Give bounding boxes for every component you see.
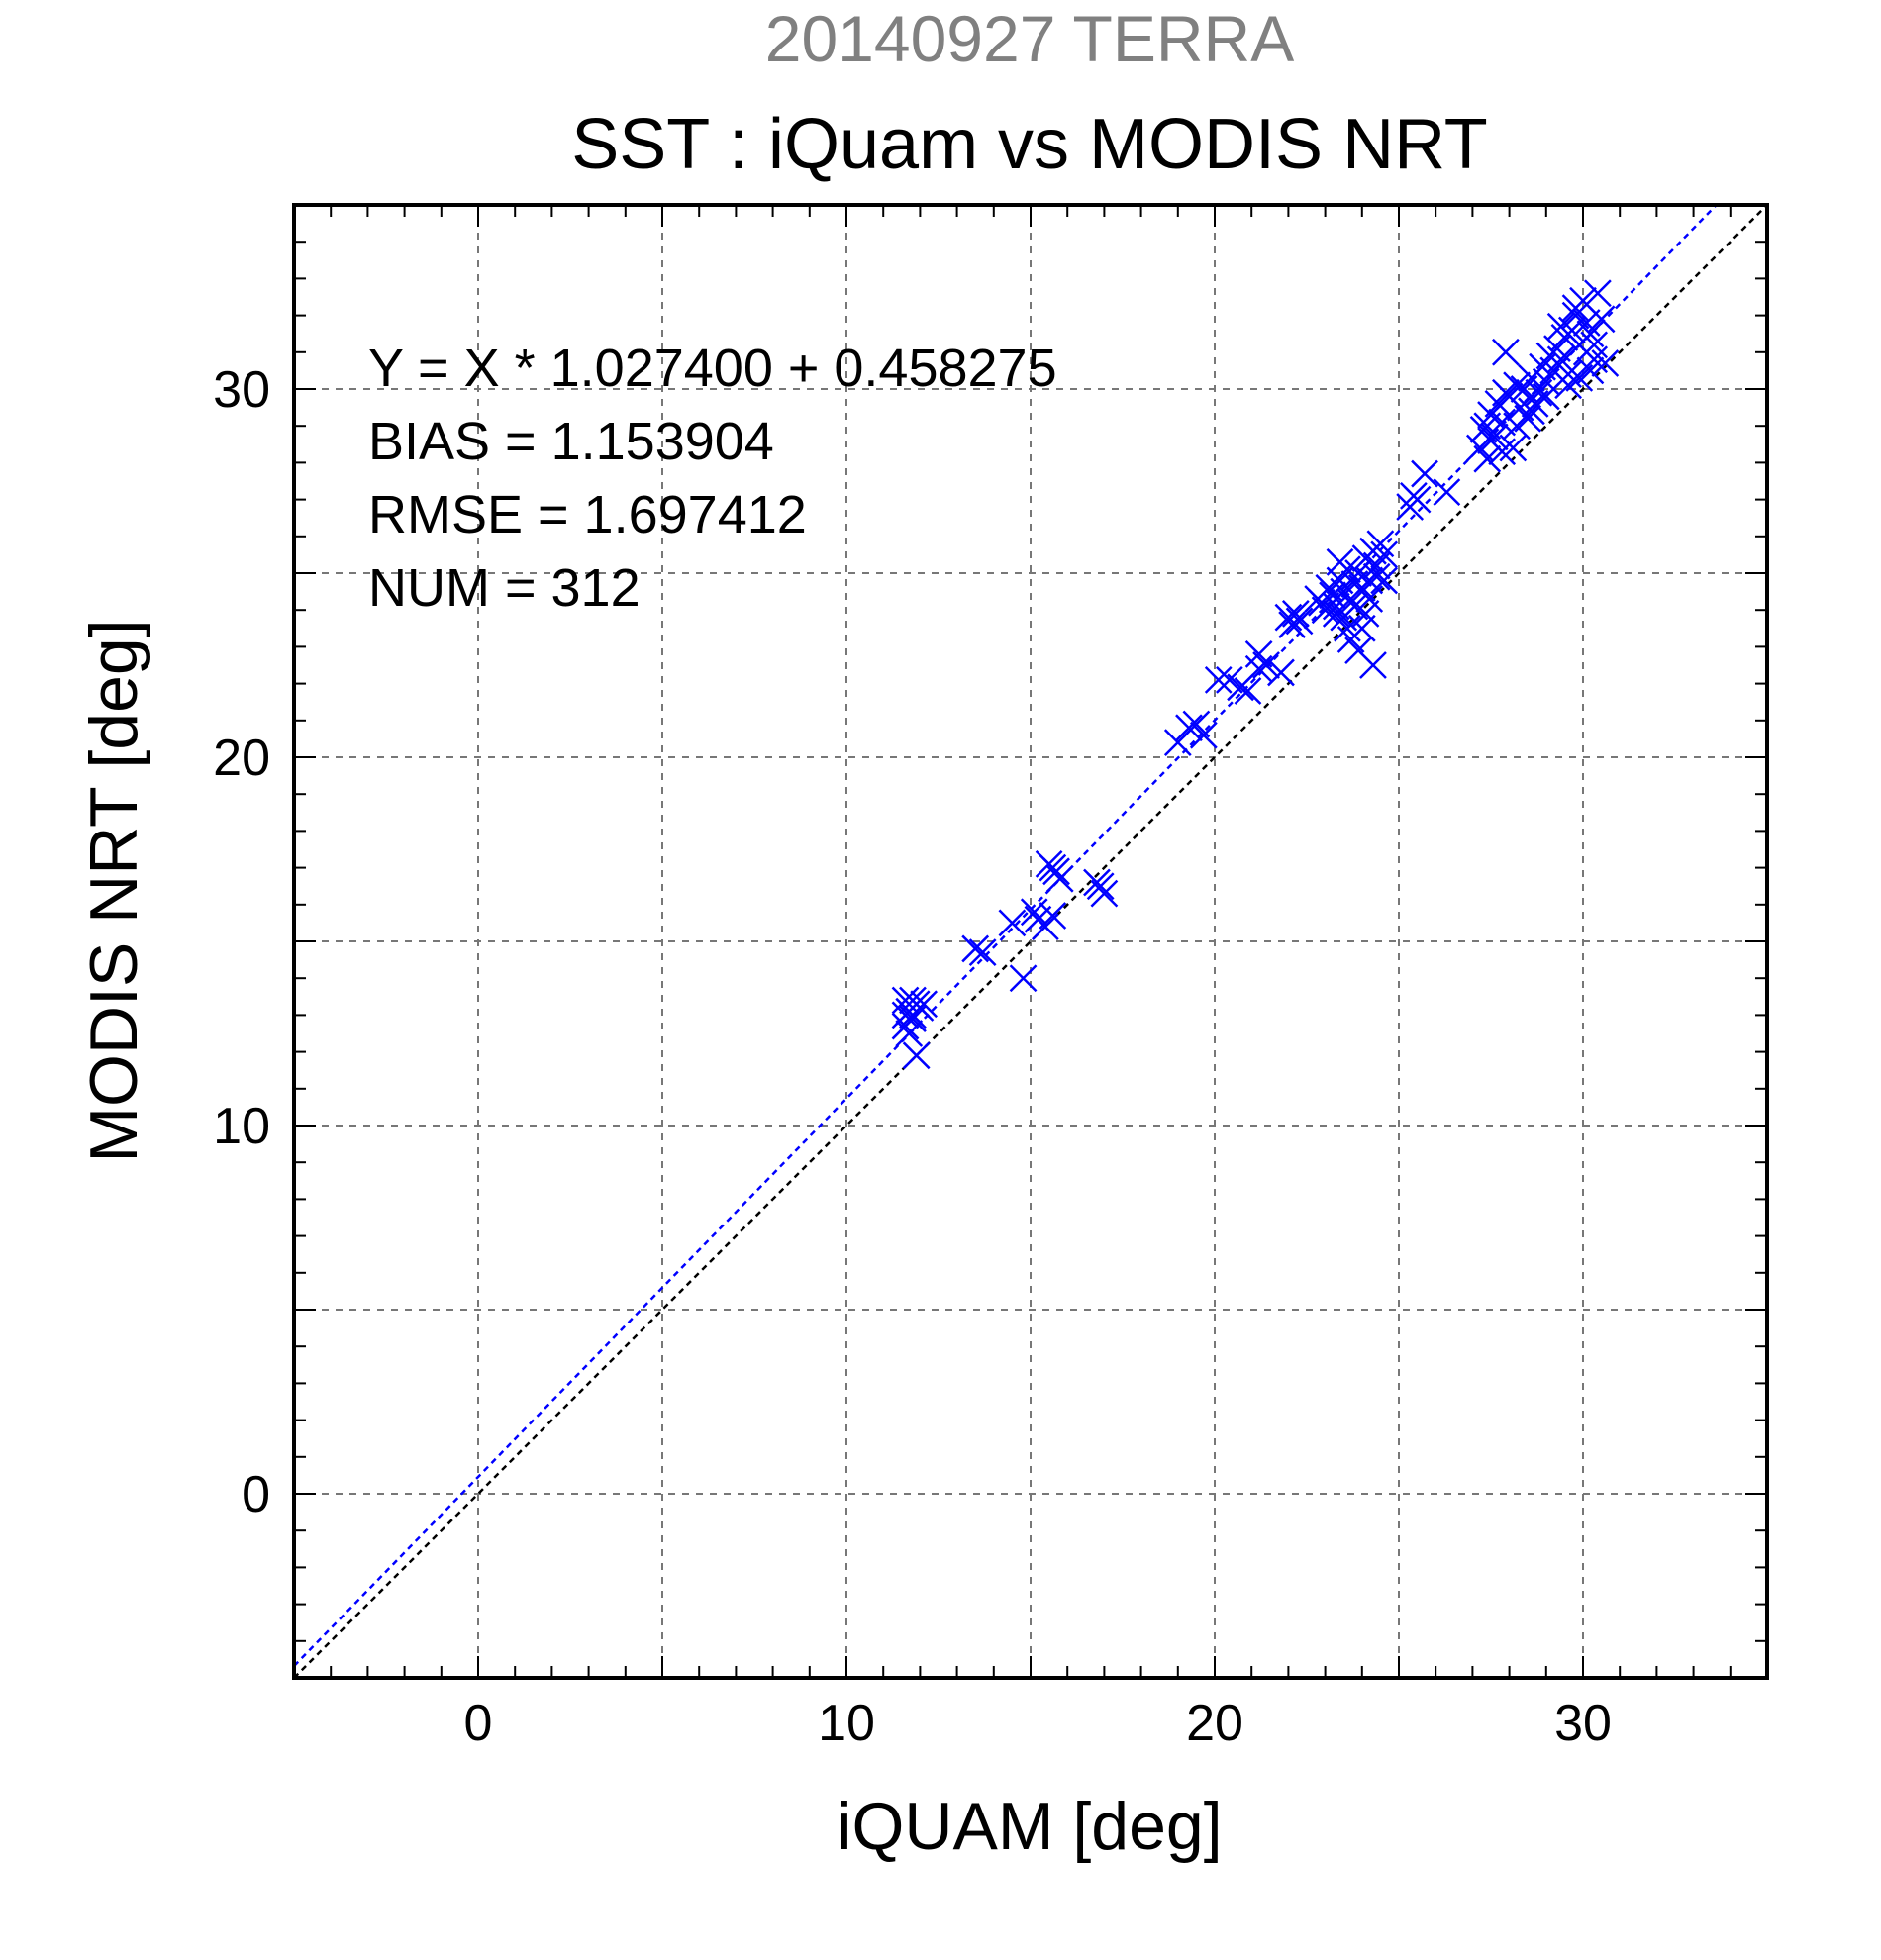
data-point xyxy=(1554,360,1583,389)
data-point xyxy=(1175,714,1203,742)
data-point xyxy=(891,986,920,1015)
y-axis-label: MODIS NRT [deg] xyxy=(76,619,151,1162)
data-point xyxy=(1576,320,1605,348)
data-point xyxy=(1561,294,1590,323)
data-point xyxy=(1189,721,1218,749)
bias-label: BIAS = 1.153904 xyxy=(368,412,774,471)
data-point xyxy=(1204,665,1233,694)
data-point xyxy=(1281,600,1310,628)
data-point xyxy=(1591,349,1620,377)
data-point xyxy=(1267,658,1295,687)
data-point xyxy=(1326,547,1354,576)
axes: 0 10 20 30 0 10 20 30 xyxy=(213,203,1769,1752)
data-point xyxy=(1583,279,1612,308)
data-point xyxy=(1086,872,1115,901)
data-point xyxy=(1334,614,1361,642)
data-point xyxy=(1473,444,1502,473)
data-point xyxy=(1090,879,1119,908)
data-point xyxy=(902,1041,931,1070)
y-tick-label: 30 xyxy=(213,361,270,419)
data-point xyxy=(1572,309,1601,337)
data-point xyxy=(1252,651,1280,679)
data-point xyxy=(1285,607,1314,636)
plot-frame xyxy=(292,203,1769,1680)
data-point xyxy=(968,938,997,967)
x-tick-label: 0 xyxy=(464,1695,493,1752)
data-point xyxy=(1576,356,1605,385)
data-point xyxy=(1362,562,1391,591)
data-point xyxy=(1370,566,1399,595)
data-point xyxy=(1580,345,1609,374)
statistics-annotation: Y = X * 1.027400 + 0.458275 BIAS = 1.153… xyxy=(368,339,1057,618)
data-point xyxy=(1234,677,1262,705)
data-point xyxy=(910,990,939,1019)
data-point xyxy=(998,909,1027,937)
num-label: NUM = 312 xyxy=(368,558,641,618)
data-point xyxy=(895,1020,924,1047)
data-point xyxy=(1244,654,1273,683)
data-point xyxy=(1351,600,1380,628)
data-point xyxy=(961,934,990,963)
chart-title: SST : iQuam vs MODIS NRT xyxy=(571,105,1488,184)
fit-equation-label: Y = X * 1.027400 + 0.458275 xyxy=(368,339,1057,398)
identity-line xyxy=(293,204,1768,1679)
rmse-label: RMSE = 1.697412 xyxy=(368,485,807,544)
x-axis-label: iQUAM [deg] xyxy=(837,1789,1222,1864)
data-point xyxy=(891,1001,920,1029)
data-point xyxy=(1009,964,1038,993)
data-point xyxy=(1322,600,1350,628)
data-point xyxy=(1491,338,1520,366)
data-point xyxy=(1473,412,1502,441)
data-point xyxy=(1491,378,1520,407)
data-point xyxy=(1039,902,1067,930)
data-point xyxy=(1366,530,1395,558)
y-tick-label: 10 xyxy=(213,1098,270,1155)
data-point xyxy=(1433,478,1461,507)
data-point xyxy=(1499,434,1528,462)
data-point xyxy=(1580,331,1609,359)
data-point xyxy=(1020,898,1048,927)
data-point xyxy=(1532,382,1560,411)
x-tick-label: 30 xyxy=(1554,1695,1612,1752)
y-tick-label: 20 xyxy=(213,730,270,787)
data-point xyxy=(1399,481,1428,510)
data-point xyxy=(1488,438,1517,466)
data-point xyxy=(1411,459,1438,488)
x-tick-label: 20 xyxy=(1186,1695,1243,1752)
data-point xyxy=(1042,857,1070,886)
data-point xyxy=(1045,864,1074,893)
data-points xyxy=(891,279,1620,1070)
grid-layer xyxy=(294,205,1767,1678)
data-point xyxy=(1344,637,1372,665)
y-tick-label: 0 xyxy=(242,1466,270,1523)
data-point xyxy=(899,986,927,1015)
x-tick-label: 10 xyxy=(818,1695,875,1752)
data-point xyxy=(1370,540,1399,569)
data-point xyxy=(1278,611,1307,638)
data-point xyxy=(1546,312,1575,341)
chart-supertitle: 20140927 TERRA xyxy=(765,2,1294,75)
data-point xyxy=(1274,603,1303,632)
data-point xyxy=(1319,581,1346,610)
